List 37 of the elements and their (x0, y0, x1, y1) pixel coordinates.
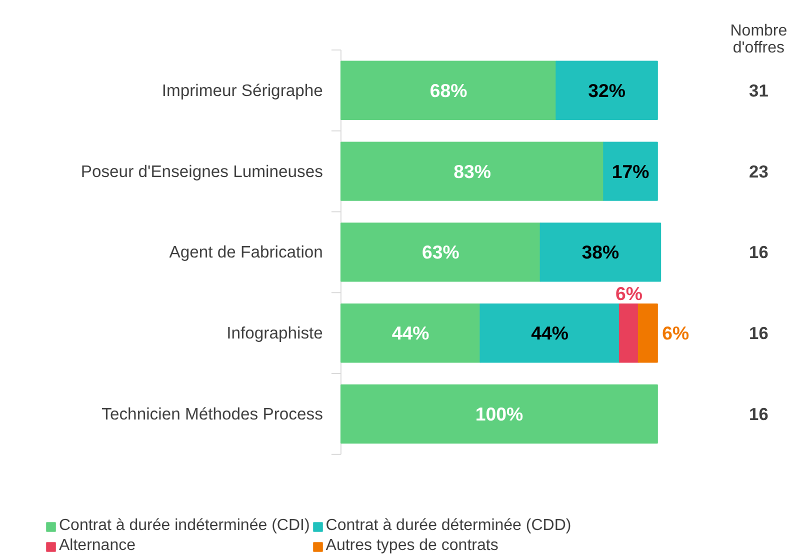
y-tick-label: Agent de Fabrication (169, 242, 323, 262)
data-label: 6% (662, 322, 690, 344)
bar (340, 222, 541, 282)
legend-label: Alternance (59, 537, 136, 555)
text: Nombre d'offres (730, 22, 788, 56)
data-label: 100% (475, 403, 524, 424)
text: 31 (749, 80, 769, 100)
bar (480, 303, 620, 363)
data-label: 44% (392, 322, 430, 344)
bar (540, 222, 662, 282)
y-tick-label: Infographiste (226, 324, 323, 343)
bar (603, 142, 658, 201)
text: 23 (749, 161, 769, 182)
bar (556, 60, 658, 120)
data-label: 32% (588, 80, 626, 101)
y-tick-label: Poseur d'Enseignes Lumineuses (80, 162, 323, 181)
data-label: 63% (422, 242, 460, 263)
bar (340, 142, 604, 201)
legend-label: Contrat à durée déterminée (CDD) (326, 517, 572, 535)
legend-label: Autres types de contrats (326, 537, 498, 555)
data-label: 68% (430, 80, 468, 101)
data-label: 44% (531, 322, 569, 344)
y-tick-label: Technicien Méthodes Process (102, 404, 323, 424)
bar (618, 303, 639, 363)
bar (340, 60, 557, 120)
bar (340, 303, 481, 363)
data-label: 38% (582, 242, 620, 263)
data-label: 17% (612, 160, 650, 182)
data-label: 6% (615, 282, 643, 304)
text: 16 (749, 404, 769, 424)
bar (340, 384, 658, 444)
bar (638, 303, 658, 363)
text: 16 (749, 242, 769, 262)
legend-label: Contrat à durée indéterminée (CDI) (59, 517, 310, 535)
text: 16 (749, 323, 769, 344)
y-tick-label: Imprimeur Sérigraphe (162, 80, 323, 100)
data-label: 83% (454, 160, 492, 182)
